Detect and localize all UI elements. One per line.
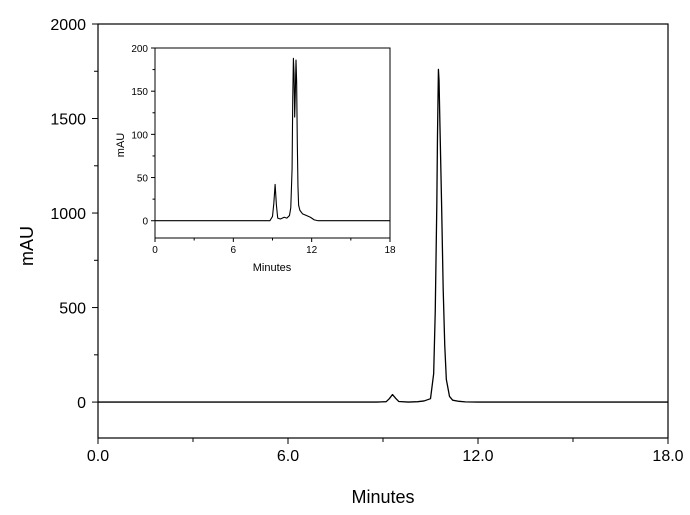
y-tick-label: 150	[131, 87, 148, 98]
y-tick-label: 200	[131, 44, 148, 55]
inset-background	[155, 48, 390, 238]
inset-tick-labels: 0 6 12 18 0 50 100 150 200	[131, 44, 396, 256]
x-tick-label: 18.0	[652, 448, 683, 465]
x-tick-label: 12.0	[462, 448, 493, 465]
x-tick-label: 6	[231, 245, 237, 256]
y-tick-label: 0	[77, 395, 86, 412]
inset-y-axis-label: mAU	[115, 133, 127, 158]
inset-plot: 0 6 12 18 0 50 100 150 200 Minutes mAU	[115, 44, 396, 274]
y-tick-label: 50	[137, 174, 149, 185]
inset-x-axis-label: Minutes	[253, 262, 292, 274]
x-tick-label: 18	[384, 245, 396, 256]
y-tick-label: 1500	[50, 112, 86, 129]
x-tick-label: 12	[306, 245, 318, 256]
x-tick-label: 0.0	[87, 448, 109, 465]
main-x-axis-label: Minutes	[351, 487, 414, 507]
y-tick-label: 0	[142, 217, 148, 228]
main-series-line	[98, 68, 668, 403]
y-tick-label: 100	[131, 130, 148, 141]
y-tick-label: 1000	[50, 206, 86, 223]
y-tick-label: 2000	[50, 17, 86, 34]
main-y-axis-label: mAU	[17, 226, 37, 266]
x-tick-label: 0	[152, 245, 158, 256]
y-tick-label: 500	[59, 301, 86, 318]
inset-axis-ticks	[151, 47, 391, 242]
x-tick-label: 6.0	[277, 448, 299, 465]
inset-series-line	[155, 57, 390, 222]
main-axis-ticks	[92, 23, 669, 444]
